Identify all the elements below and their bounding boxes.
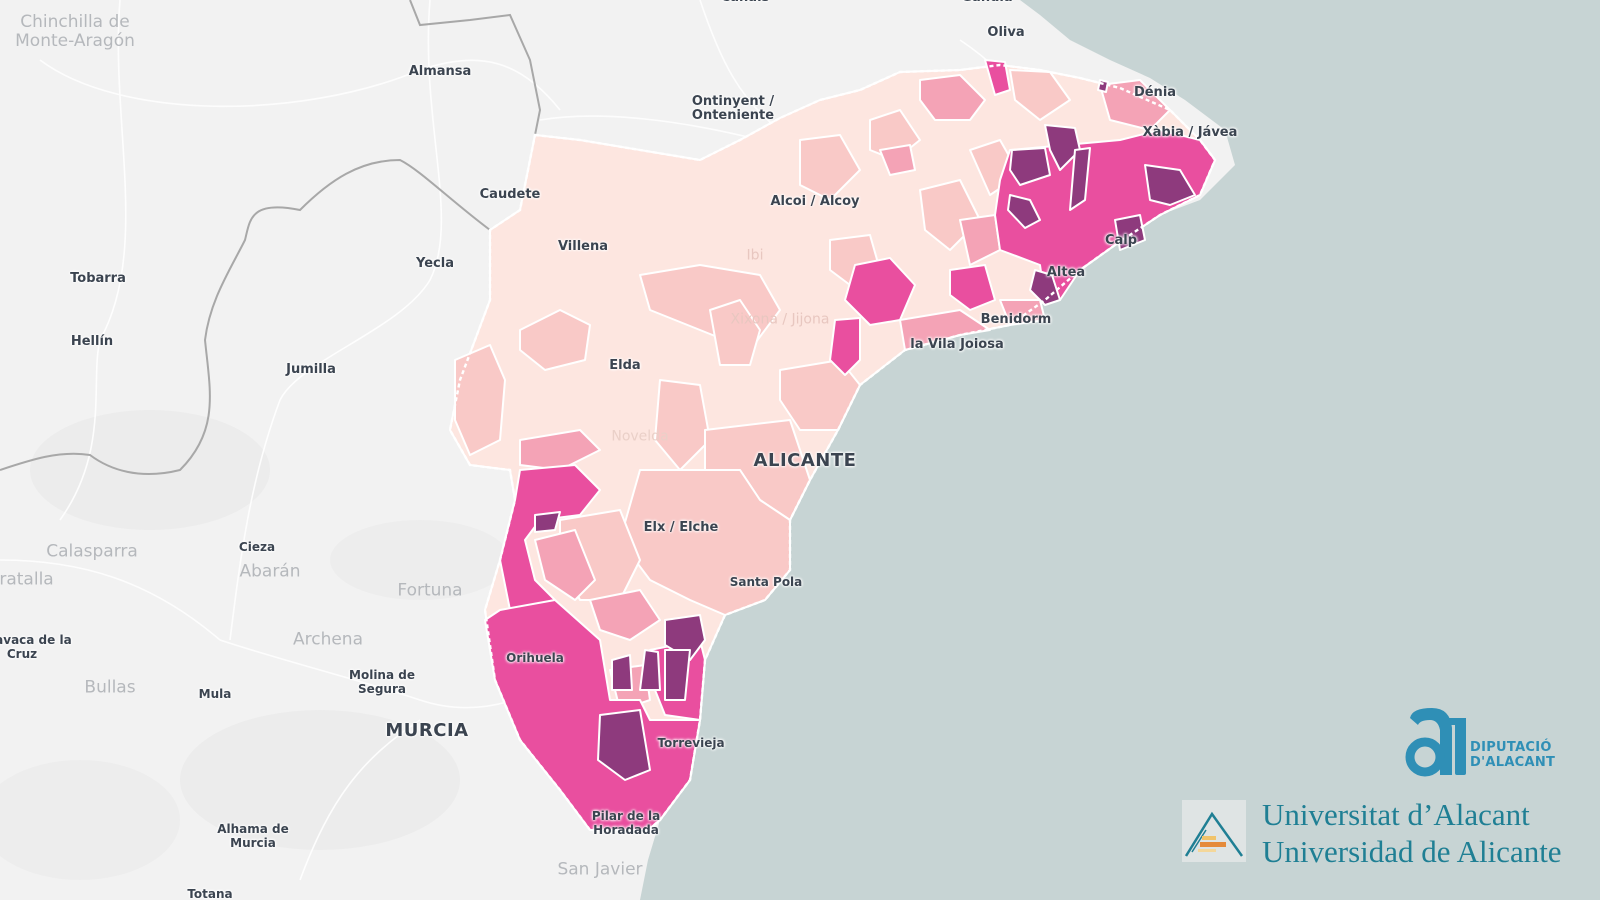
label-almansa: Almansa <box>408 64 472 79</box>
diputacio-line1: DIPUTACIÓ <box>1470 740 1552 755</box>
region <box>534 529 596 601</box>
label-elche: Elx / Elche <box>643 520 719 535</box>
label-jumilla: Jumilla <box>286 362 336 377</box>
region <box>639 649 661 691</box>
region <box>1029 269 1061 306</box>
region <box>829 317 861 376</box>
region <box>519 429 601 471</box>
label-alcoi: Alcoi / Alcoy <box>770 194 860 209</box>
label-molina: Molina de Segura <box>349 668 415 696</box>
label-cieza: Cieza <box>238 540 276 554</box>
label-oliva: Oliva <box>987 25 1025 40</box>
region <box>1097 79 1109 93</box>
region <box>619 469 791 616</box>
diputacio-logo-icon <box>1405 708 1466 777</box>
region <box>984 59 1011 96</box>
label-denia: Dénia <box>1133 85 1177 100</box>
label-mula: Mula <box>198 687 232 701</box>
region <box>1044 124 1081 171</box>
label-elda: Elda <box>609 358 641 373</box>
label-tobarra: Tobarra <box>70 271 126 286</box>
region <box>899 309 991 351</box>
label-novelda: Novelda <box>611 428 669 445</box>
label-vila-joiosa: la Vila Joiosa <box>910 337 1004 352</box>
label-ontinyent: Ontinyent / Onteniente <box>691 94 775 123</box>
university-line2: Universidad de Alicante <box>1262 834 1562 869</box>
region <box>799 134 861 201</box>
region <box>709 299 761 366</box>
label-caravaca: Caravaca de la Cruz <box>0 633 72 661</box>
region <box>844 257 916 326</box>
label-caudete: Caudete <box>479 187 541 202</box>
region <box>1009 69 1071 121</box>
region <box>949 264 996 311</box>
label-ibi: Ibi <box>746 247 764 264</box>
region <box>1114 214 1146 251</box>
label-hellin: Hellín <box>70 334 114 349</box>
university-logo-text: Universitat d’Alacant Universidad de Ali… <box>1262 796 1562 870</box>
region <box>1009 147 1051 186</box>
label-totana: Totana <box>187 887 233 900</box>
university-logo-icon <box>1182 800 1246 862</box>
label-archena: Archena <box>292 629 364 650</box>
diputacio-line2: D'ALACANT <box>1470 755 1556 770</box>
region <box>919 74 986 121</box>
label-santa-pola: Santa Pola <box>729 575 803 589</box>
label-benidorm: Benidorm <box>980 312 1052 327</box>
sea <box>640 0 1600 900</box>
label-gandia: Gandia <box>961 0 1012 5</box>
region <box>654 379 711 471</box>
region <box>664 614 706 661</box>
region <box>1099 79 1171 131</box>
regional-border <box>0 0 542 476</box>
region <box>664 649 691 701</box>
region <box>879 144 916 176</box>
label-calasparra: Calasparra <box>46 541 138 562</box>
province-regions <box>449 59 1216 831</box>
label-canals: Canals <box>721 0 770 5</box>
label-orihuela: Orihuela <box>506 651 564 665</box>
label-abaran: Abarán <box>239 561 301 582</box>
label-calp: Calp <box>1104 233 1138 248</box>
label-yecla: Yecla <box>416 256 454 271</box>
label-pilar: Pilar de la Horadada <box>591 809 661 837</box>
region <box>1144 164 1196 206</box>
terrain-shading <box>0 410 510 880</box>
label-fortuna: Fortuna <box>397 580 463 601</box>
region <box>534 511 561 533</box>
label-moratalla: Moratalla <box>0 569 54 590</box>
label-bullas: Bullas <box>84 677 136 698</box>
university-line1: Universitat d’Alacant <box>1262 797 1530 832</box>
region <box>611 654 633 691</box>
label-alicante: ALICANTE <box>753 450 857 471</box>
label-torrevieja: Torrevieja <box>657 736 725 750</box>
region <box>519 309 591 371</box>
label-villena: Villena <box>557 239 609 254</box>
label-xabia: Xàbia / Jávea <box>1142 125 1238 140</box>
label-murcia: MURCIA <box>385 720 469 741</box>
province-outline <box>448 63 1217 832</box>
label-xixona: Xixona / Jijona <box>730 311 830 328</box>
label-chinchilla: Chinchilla de Monte-Aragón <box>15 12 135 51</box>
region <box>499 464 601 611</box>
diputacio-logo-text: DIPUTACIÓ D'ALACANT <box>1470 740 1555 770</box>
region <box>999 299 1046 326</box>
region <box>1069 147 1091 211</box>
region <box>589 589 661 641</box>
roads <box>0 0 1031 881</box>
label-alhama: Alhama de Murcia <box>217 822 289 850</box>
region <box>597 709 651 781</box>
label-altea: Altea <box>1046 265 1086 280</box>
label-san-javier: San Javier <box>557 859 643 880</box>
region <box>454 344 506 456</box>
region <box>1007 194 1041 229</box>
